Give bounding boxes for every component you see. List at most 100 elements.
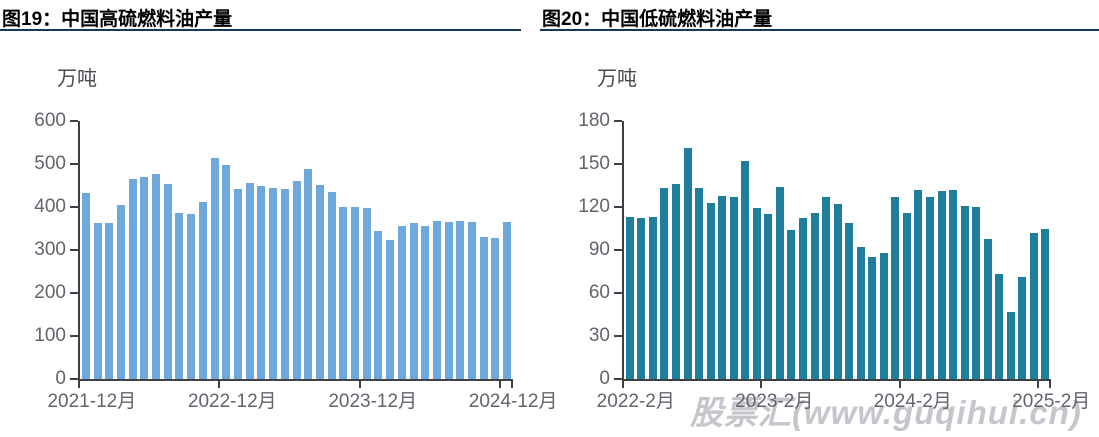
y-tick-label: 500 (34, 153, 66, 174)
bar (937, 191, 946, 379)
bar (187, 213, 196, 379)
bar-slot (878, 121, 890, 379)
y-axis-unit-label: 万吨 (597, 68, 637, 90)
bar (386, 240, 395, 379)
bar-slot (162, 121, 174, 379)
watermark: 股票汇(www.guqihui.cn) (690, 394, 1082, 431)
x-axis-end-tick (511, 381, 513, 388)
bar-slot (866, 121, 878, 379)
bar (949, 189, 958, 379)
bar (845, 222, 854, 379)
y-tick-label: 120 (578, 196, 610, 217)
x-tick-label: 2021-12月 (47, 391, 137, 412)
bar (444, 221, 453, 379)
bar (128, 179, 137, 379)
chart-panel: 图20：中国低硫燃料油产量 万吨 180 150 120 90 60 30 0 2022-2月… (540, 0, 1099, 437)
y-tick-mark (70, 206, 78, 208)
bar (152, 173, 161, 379)
bar (1006, 311, 1015, 379)
plot-area (78, 121, 513, 381)
bar (822, 196, 831, 379)
bar (233, 188, 242, 379)
bar-slot (855, 121, 867, 379)
bar-slot (384, 121, 396, 379)
bar-slot (185, 121, 197, 379)
y-tick-mark (70, 163, 78, 165)
bar (140, 176, 149, 379)
bar-slot (970, 121, 982, 379)
bar-slot (1040, 121, 1052, 379)
bar (1018, 277, 1027, 379)
bar-slot (763, 121, 775, 379)
bar (718, 195, 727, 379)
bar-slot (419, 121, 431, 379)
x-tick-mark (760, 381, 763, 388)
bar-slot (150, 121, 162, 379)
bar (787, 229, 796, 379)
bar (304, 169, 313, 379)
bar-slot (890, 121, 902, 379)
bar (503, 222, 512, 379)
bar-slot (843, 121, 855, 379)
bar (879, 252, 888, 379)
bar-slot (396, 121, 408, 379)
y-tick-label: 180 (578, 110, 610, 131)
bar-slot (232, 121, 244, 379)
bar-slot (244, 121, 256, 379)
bar (914, 189, 923, 379)
bar (810, 212, 819, 379)
bar-slot (337, 121, 349, 379)
y-tick-label: 30 (588, 325, 610, 346)
x-tick-mark (898, 381, 901, 388)
bar-slot (959, 121, 971, 379)
bar-slot (994, 121, 1006, 379)
bar (695, 188, 704, 379)
bar-slot (659, 121, 671, 379)
y-tick-mark (614, 378, 622, 380)
bar (456, 220, 465, 379)
bar-slot (636, 121, 648, 379)
bar (269, 188, 278, 379)
bar (116, 204, 125, 379)
bar-slot (647, 121, 659, 379)
bar-slot (913, 121, 925, 379)
bar-slot (302, 121, 314, 379)
x-tick-mark (499, 381, 502, 388)
bar-slot (256, 121, 268, 379)
bar (671, 184, 680, 379)
bar (856, 247, 865, 379)
bar (833, 204, 842, 379)
bar-slot (209, 121, 221, 379)
bar (798, 218, 807, 379)
bar-slot (809, 121, 821, 379)
bar-slot (1005, 121, 1017, 379)
x-tick-label: 2024-2月 (873, 391, 952, 412)
bar (1041, 228, 1050, 379)
bar-slot (693, 121, 705, 379)
bar-slot (326, 121, 338, 379)
bar (891, 196, 900, 379)
x-tick-label: 2024-12月 (468, 391, 558, 412)
y-tick-mark (70, 292, 78, 294)
bar (327, 192, 336, 379)
x-tick-mark (622, 381, 624, 388)
bar (81, 192, 90, 379)
bar-slot (127, 121, 139, 379)
bar-slot (490, 121, 502, 379)
bar (421, 225, 430, 379)
bar-slot (197, 121, 209, 379)
x-tick-mark (358, 381, 361, 388)
title-underline (540, 29, 1099, 31)
y-tick-label: 60 (588, 282, 610, 303)
x-tick-mark (218, 381, 221, 388)
bar-slot (1017, 121, 1029, 379)
bar-slot (115, 121, 127, 379)
bar (315, 185, 324, 379)
bar (995, 274, 1004, 379)
bar-slot (716, 121, 728, 379)
bar (292, 181, 301, 379)
y-tick-label: 400 (34, 196, 66, 217)
chart-title: 图19：中国高硫燃料油产量 (2, 9, 233, 30)
bar (280, 188, 289, 379)
bar-slot (443, 121, 455, 379)
